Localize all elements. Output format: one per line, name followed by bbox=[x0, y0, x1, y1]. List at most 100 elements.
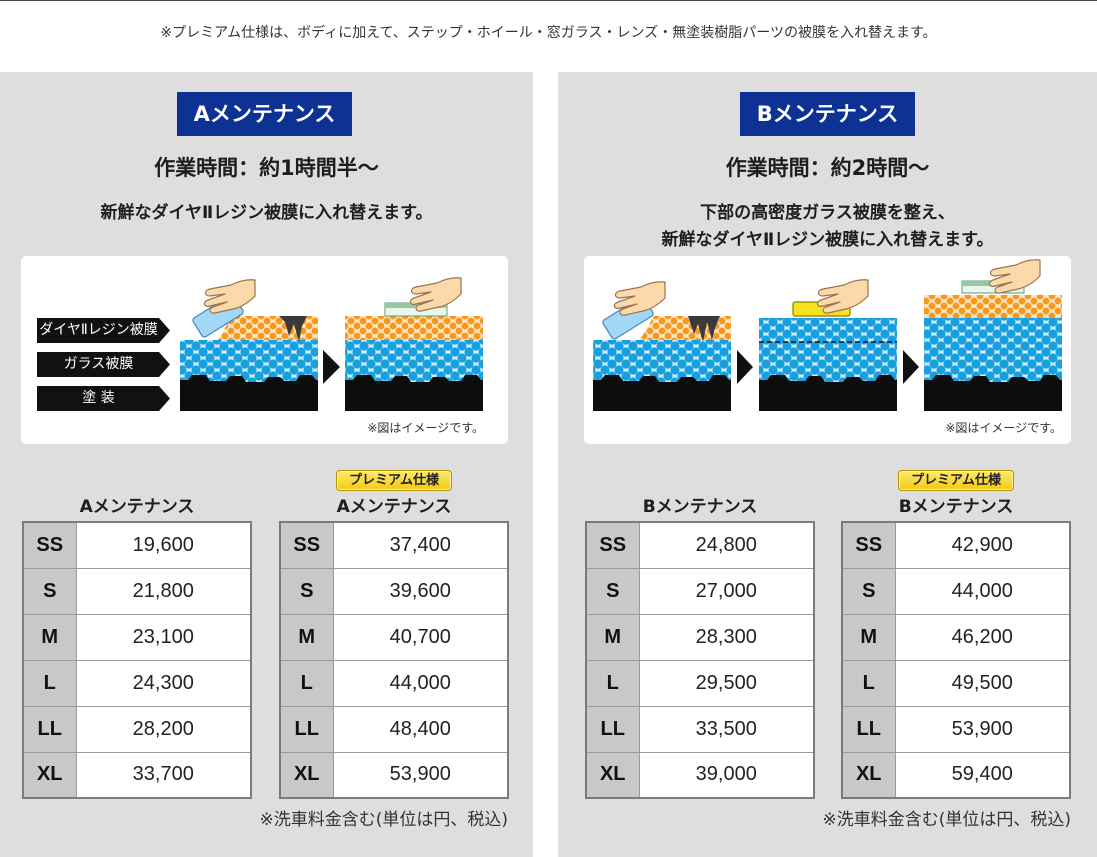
plan-a-panel: Aメンテナンス 作業時間：約1時間半〜 新鮮なダイヤⅡレジン被膜に入れ替えます。 bbox=[0, 72, 533, 857]
premium-badge: プレミアム仕様 bbox=[336, 470, 452, 491]
price-row: S 44,000 bbox=[841, 567, 1071, 615]
plan-description: 新鮮なダイヤⅡレジン被膜に入れ替えます。 bbox=[0, 200, 533, 227]
description-line: 新鮮なダイヤⅡレジン被膜に入れ替えます。 bbox=[100, 203, 433, 223]
layer-label-resin: ダイヤⅡレジン被膜 bbox=[37, 318, 170, 343]
diagram-before bbox=[593, 281, 731, 411]
coating-diagram bbox=[593, 259, 1062, 411]
glass-coating-layer-thick bbox=[759, 318, 897, 384]
price-table-body: SS 42,900 S 44,000 M 46,200 L 49,500 LL 53,900 XL 5… bbox=[841, 521, 1071, 799]
size-label: M bbox=[841, 613, 896, 661]
price-row: M 40,700 bbox=[279, 613, 509, 661]
table-title: Bメンテナンス bbox=[898, 497, 1014, 517]
price-value: 33,500 bbox=[638, 705, 815, 753]
price-table: SS 42,900 S 44,000 M 46,200 L 49,500 LL 53,900 XL 5… bbox=[841, 521, 1071, 799]
coating-diagram bbox=[180, 277, 483, 411]
price-value: 46,200 bbox=[894, 613, 1071, 661]
size-label: XL bbox=[585, 751, 640, 799]
price-row: L 29,500 bbox=[585, 659, 815, 707]
price-row: L 44,000 bbox=[279, 659, 509, 707]
size-label: S bbox=[22, 567, 77, 615]
price-footnote: ※洗車料金含む(単位は円、税込) bbox=[259, 810, 508, 830]
price-row: L 24,300 bbox=[22, 659, 252, 707]
size-label: LL bbox=[585, 705, 640, 753]
price-value: 24,300 bbox=[75, 659, 252, 707]
description-line: 下部の高密度ガラス被膜を整え、 bbox=[700, 203, 955, 223]
diagram-glass-polish bbox=[759, 279, 897, 411]
price-row: M 28,300 bbox=[585, 613, 815, 661]
size-label: XL bbox=[841, 751, 896, 799]
glass-coating-layer-thick bbox=[924, 318, 1062, 384]
size-label: L bbox=[841, 659, 896, 707]
price-row: SS 42,900 bbox=[841, 521, 1071, 569]
size-label: SS bbox=[585, 521, 640, 569]
arrow-icon bbox=[737, 350, 753, 384]
hand-icon bbox=[203, 279, 256, 314]
size-label: S bbox=[585, 567, 640, 615]
price-row: LL 33,500 bbox=[585, 705, 815, 753]
price-value: 53,900 bbox=[332, 751, 509, 799]
price-value: 33,700 bbox=[75, 751, 252, 799]
price-value: 28,300 bbox=[638, 613, 815, 661]
size-label: M bbox=[585, 613, 640, 661]
table-title: Aメンテナンス bbox=[336, 497, 452, 517]
illustration-box: ダイヤⅡレジン被膜 ガラス被膜 塗 装 ※図はイメージです。 bbox=[21, 256, 508, 444]
price-row: LL 48,400 bbox=[279, 705, 509, 753]
work-time: 作業時間：約2時間〜 bbox=[725, 156, 930, 180]
size-label: L bbox=[585, 659, 640, 707]
price-table: SS 24,800 S 27,000 M 28,300 L 29,500 LL 33,500 XL 3… bbox=[585, 521, 815, 799]
plan-badge: Aメンテナンス bbox=[177, 92, 352, 136]
price-value: 40,700 bbox=[332, 613, 509, 661]
size-label: M bbox=[22, 613, 77, 661]
price-value: 23,100 bbox=[75, 613, 252, 661]
price-value: 44,000 bbox=[332, 659, 509, 707]
price-value: 28,200 bbox=[75, 705, 252, 753]
size-label: L bbox=[22, 659, 77, 707]
plan-badge: Bメンテナンス bbox=[740, 92, 915, 136]
price-value: 37,400 bbox=[332, 521, 509, 569]
price-value: 49,500 bbox=[894, 659, 1071, 707]
arrow-icon bbox=[323, 350, 340, 384]
size-label: SS bbox=[841, 521, 896, 569]
size-label: LL bbox=[279, 705, 334, 753]
size-label: SS bbox=[22, 521, 77, 569]
price-row: SS 24,800 bbox=[585, 521, 815, 569]
price-table: SS 37,400 S 39,600 M 40,700 L 44,000 LL 48,400 XL 5… bbox=[279, 521, 509, 799]
price-table-body: SS 37,400 S 39,600 M 40,700 L 44,000 LL 48,400 XL 5… bbox=[279, 521, 509, 799]
size-label: SS bbox=[279, 521, 334, 569]
table-title: Bメンテナンス bbox=[642, 497, 758, 517]
price-row: M 46,200 bbox=[841, 613, 1071, 661]
price-block-standard: Aメンテナンス SS 19,600 S 21,800 M 23,100 L 24,300 LL 2… bbox=[22, 470, 252, 800]
hand-icon bbox=[816, 279, 869, 314]
price-block-standard: Bメンテナンス SS 24,800 S 27,000 M 28,300 L 29,500 LL 3… bbox=[585, 470, 815, 800]
price-row: SS 19,600 bbox=[22, 521, 252, 569]
price-value: 29,500 bbox=[638, 659, 815, 707]
top-border bbox=[0, 0, 1097, 1]
price-value: 42,900 bbox=[894, 521, 1071, 569]
price-value: 19,600 bbox=[75, 521, 252, 569]
price-value: 39,600 bbox=[332, 567, 509, 615]
table-title: Aメンテナンス bbox=[79, 497, 195, 517]
size-label: S bbox=[279, 567, 334, 615]
premium-badge: プレミアム仕様 bbox=[898, 470, 1014, 491]
price-table-body: SS 24,800 S 27,000 M 28,300 L 29,500 LL 33,500 XL 3… bbox=[585, 521, 815, 799]
work-time: 作業時間：約1時間半〜 bbox=[154, 156, 379, 180]
resin-coating-layer bbox=[345, 316, 483, 340]
description-line: 新鮮なダイヤⅡレジン被膜に入れ替えます。 bbox=[661, 230, 994, 250]
diagram-after bbox=[924, 259, 1062, 411]
price-row: L 49,500 bbox=[841, 659, 1071, 707]
price-value: 48,400 bbox=[332, 705, 509, 753]
price-value: 44,000 bbox=[894, 567, 1071, 615]
hand-icon bbox=[409, 277, 462, 312]
price-value: 21,800 bbox=[75, 567, 252, 615]
price-row: XL 33,700 bbox=[22, 751, 252, 799]
arrow-icon bbox=[903, 350, 919, 384]
illustration-caption: ※図はイメージです。 bbox=[945, 421, 1062, 435]
premium-notice: ※プレミアム仕様は、ボディに加えて、ステップ・ホイール・窓ガラス・レンズ・無塗装… bbox=[160, 25, 937, 41]
size-label: XL bbox=[279, 751, 334, 799]
price-row: LL 28,200 bbox=[22, 705, 252, 753]
price-row: M 23,100 bbox=[22, 613, 252, 661]
illustration-box: ※図はイメージです。 bbox=[584, 256, 1071, 444]
plan-description: 下部の高密度ガラス被膜を整え、 新鮮なダイヤⅡレジン被膜に入れ替えます。 bbox=[558, 200, 1097, 254]
price-value: 59,400 bbox=[894, 751, 1071, 799]
size-label: LL bbox=[22, 705, 77, 753]
